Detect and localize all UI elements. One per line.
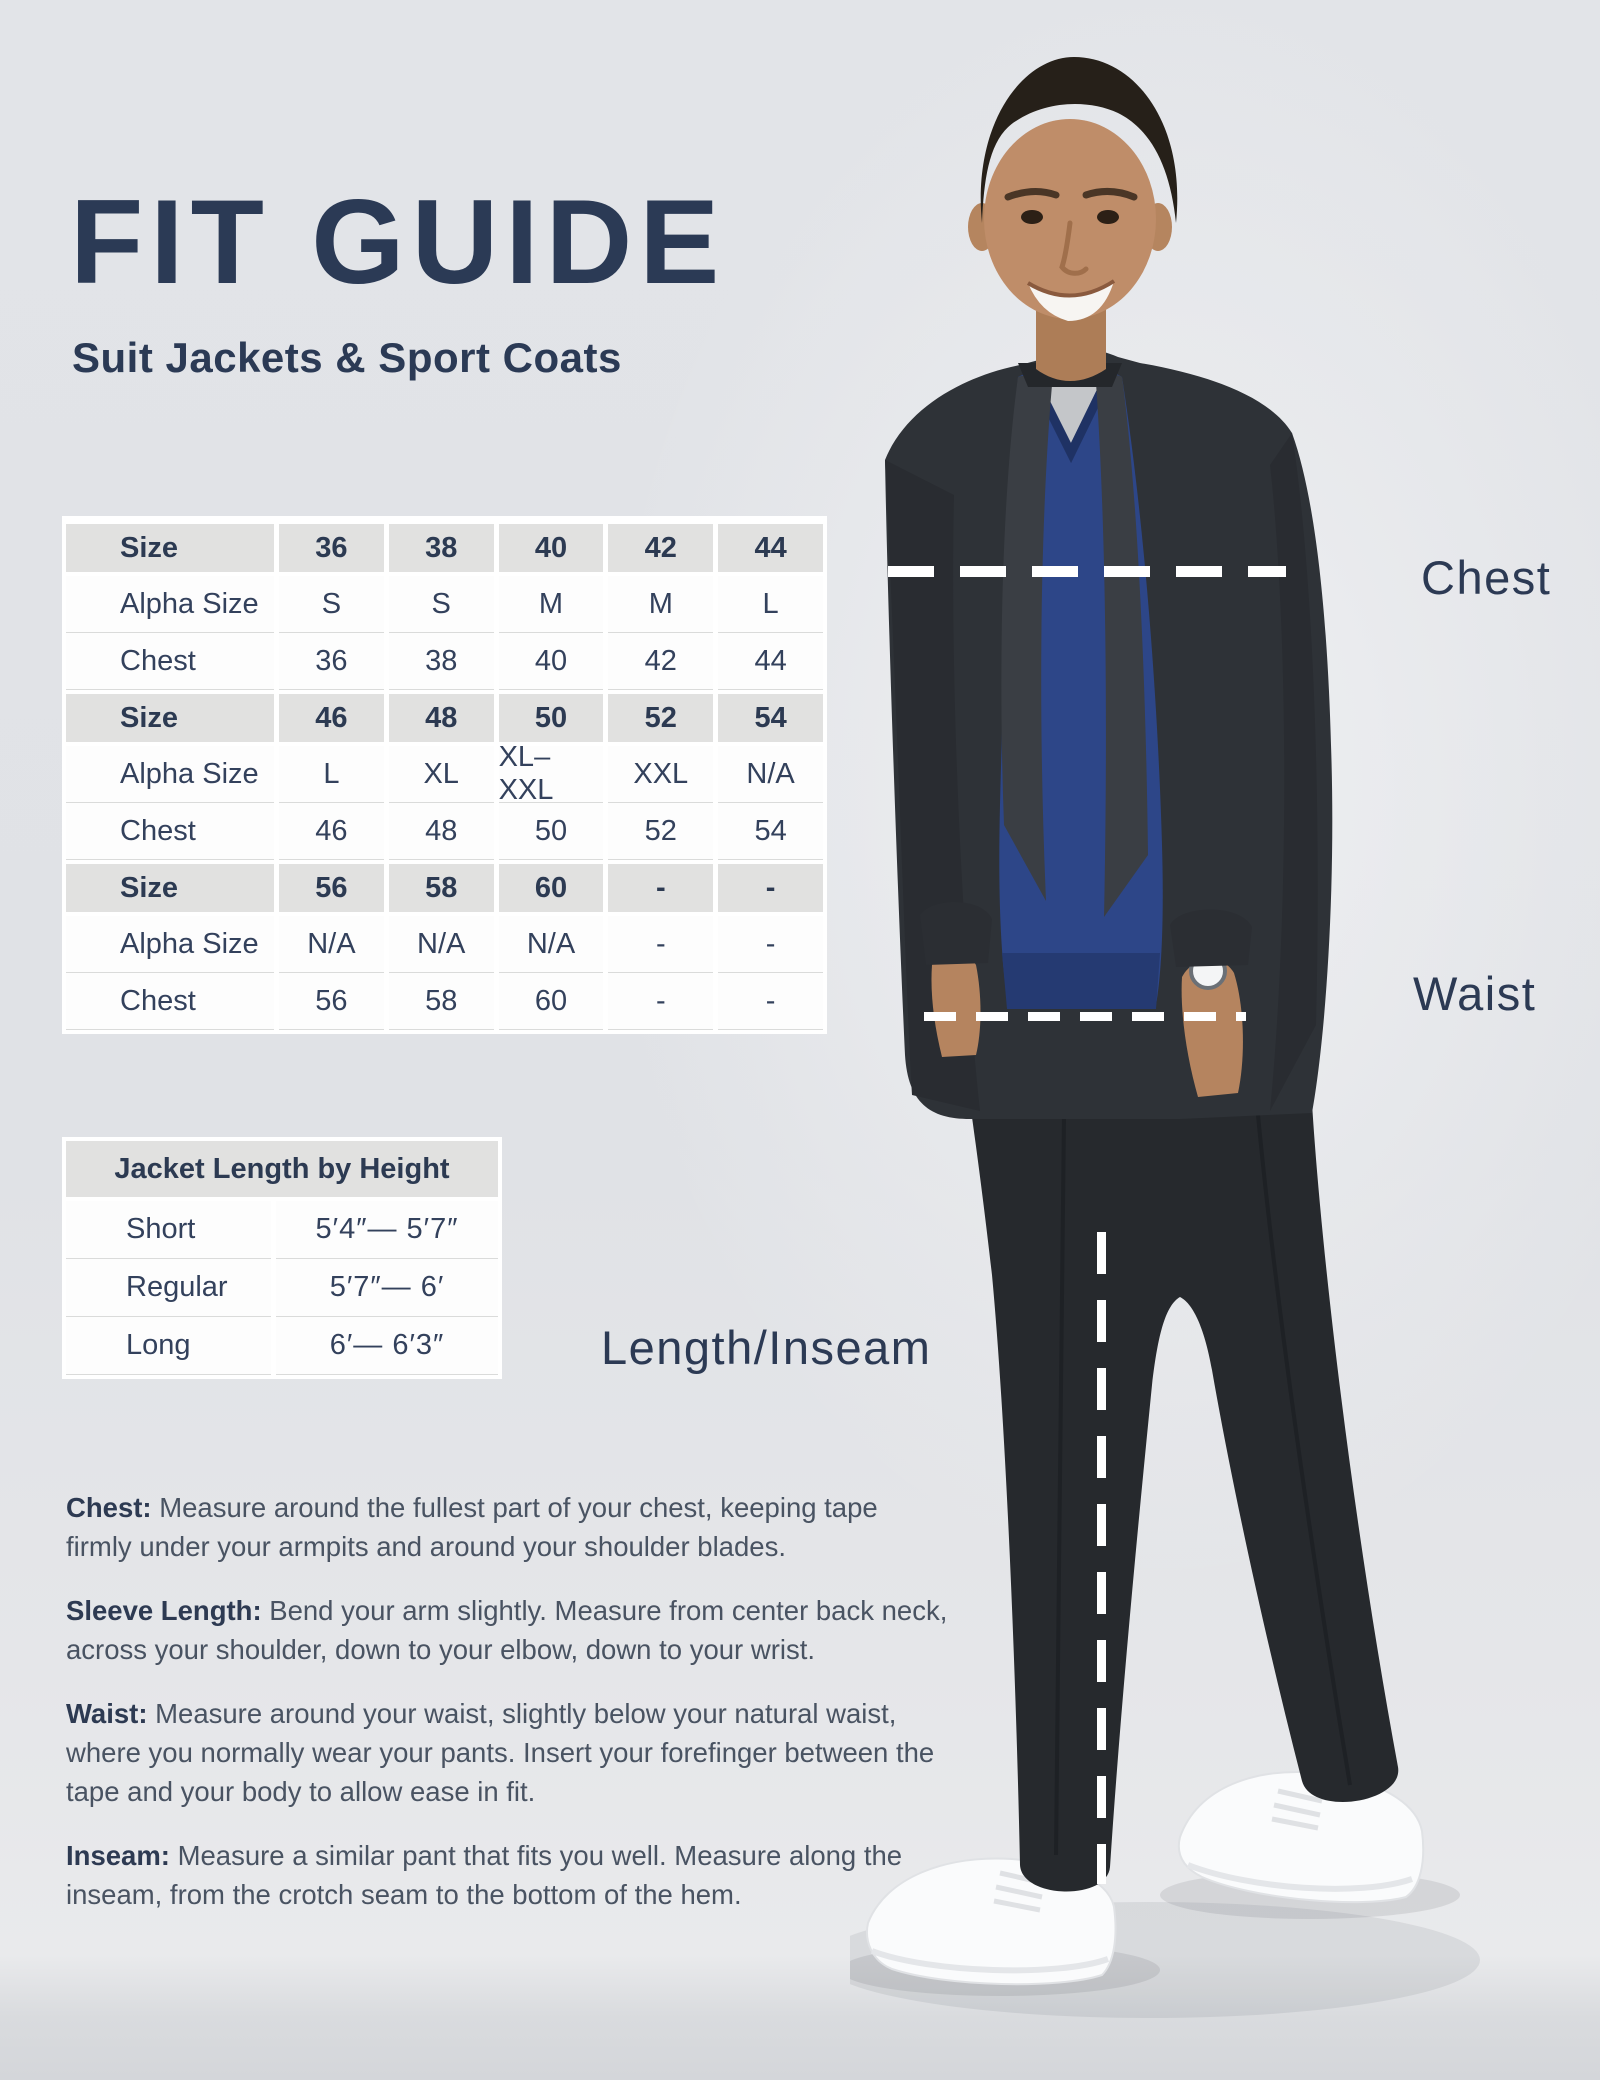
model-head <box>968 57 1178 381</box>
grey-tee <box>1036 377 1104 449</box>
inseam-measure-line <box>1097 1232 1106 1884</box>
length-row-value: 5′7″— 6′ <box>276 1259 498 1317</box>
jacket-lapels <box>1001 363 1148 917</box>
instruction-sleeve: Sleeve Length: Bend your arm slightly. M… <box>66 1595 948 1665</box>
instruction-waist: Waist: Measure around your waist, slight… <box>66 1698 935 1807</box>
instruction-chest: Chest: Measure around the fullest part o… <box>66 1492 878 1562</box>
chest-measure-line <box>888 566 1286 577</box>
jacket-length-header: Jacket Length by Height <box>66 1141 498 1201</box>
length-row-value: 6′— 6′3″ <box>276 1317 498 1375</box>
size-table: Size 36 38 40 42 44 Alpha Size S S M M L… <box>62 516 827 1034</box>
length-inseam-annotation: Length/Inseam <box>601 1321 932 1374</box>
white-sneakers <box>866 1771 1425 1986</box>
model-photo <box>850 57 1480 2018</box>
length-row-value: 5′4″— 5′7″ <box>276 1201 498 1259</box>
measure-instructions: Chest: Measure around the fullest part o… <box>66 1488 950 1939</box>
page-title: FIT GUIDE <box>70 175 727 309</box>
chest-annotation: Chest <box>1421 551 1552 604</box>
length-row-label: Short <box>66 1201 271 1259</box>
waist-measure-line <box>924 1012 1246 1021</box>
length-row-label: Long <box>66 1317 271 1375</box>
hair <box>980 57 1178 223</box>
length-row-label: Regular <box>66 1259 271 1317</box>
page-subtitle: Suit Jackets & Sport Coats <box>72 334 622 381</box>
jacket-length-table: Jacket Length by Height Short 5′4″— 5′7″… <box>62 1137 502 1379</box>
dress-pants <box>970 1103 1399 1892</box>
instruction-inseam: Inseam: Measure a similar pant that fits… <box>66 1840 903 1910</box>
hands-in-pockets <box>920 901 1252 1097</box>
waist-annotation: Waist <box>1413 967 1537 1020</box>
